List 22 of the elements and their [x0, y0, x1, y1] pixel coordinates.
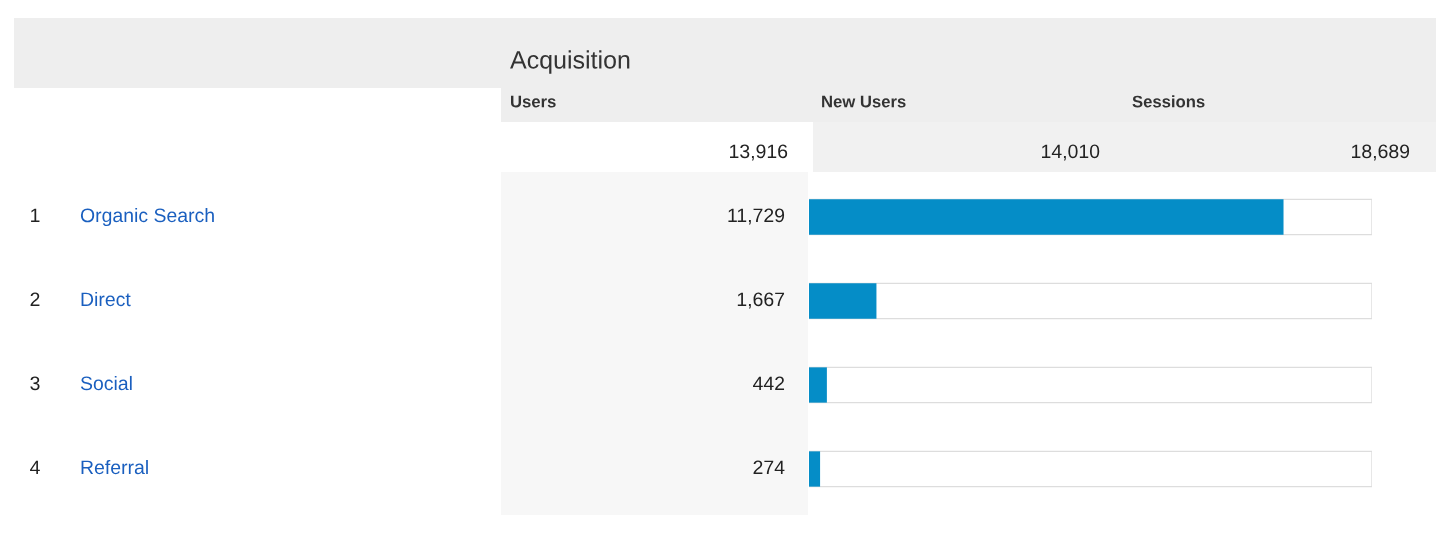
text: Users	[511, 95, 556, 108]
bar	[809, 367, 827, 403]
text: 2	[30, 292, 40, 307]
y-tick-label: Organic Search	[80, 207, 214, 227]
bar	[809, 451, 821, 487]
y-tick-label: Direct	[81, 291, 131, 307]
text: Sessions	[1132, 95, 1205, 108]
data-label: 442	[753, 376, 785, 391]
text: 13,916	[730, 144, 788, 161]
text: 14,010	[1042, 144, 1100, 161]
data-label: 11,729	[728, 208, 785, 225]
text: New Users	[822, 95, 906, 108]
text: Acquisition	[510, 50, 630, 74]
text: 18,689	[1352, 144, 1410, 161]
data-label: 1,667	[737, 292, 785, 309]
text: 1	[31, 208, 40, 223]
bar	[809, 283, 877, 319]
text: 3	[30, 376, 40, 391]
y-tick-label: Social	[80, 375, 132, 391]
data-label: 274	[753, 460, 785, 475]
y-tick-label: Referral	[81, 459, 148, 475]
text: 4	[30, 460, 40, 475]
